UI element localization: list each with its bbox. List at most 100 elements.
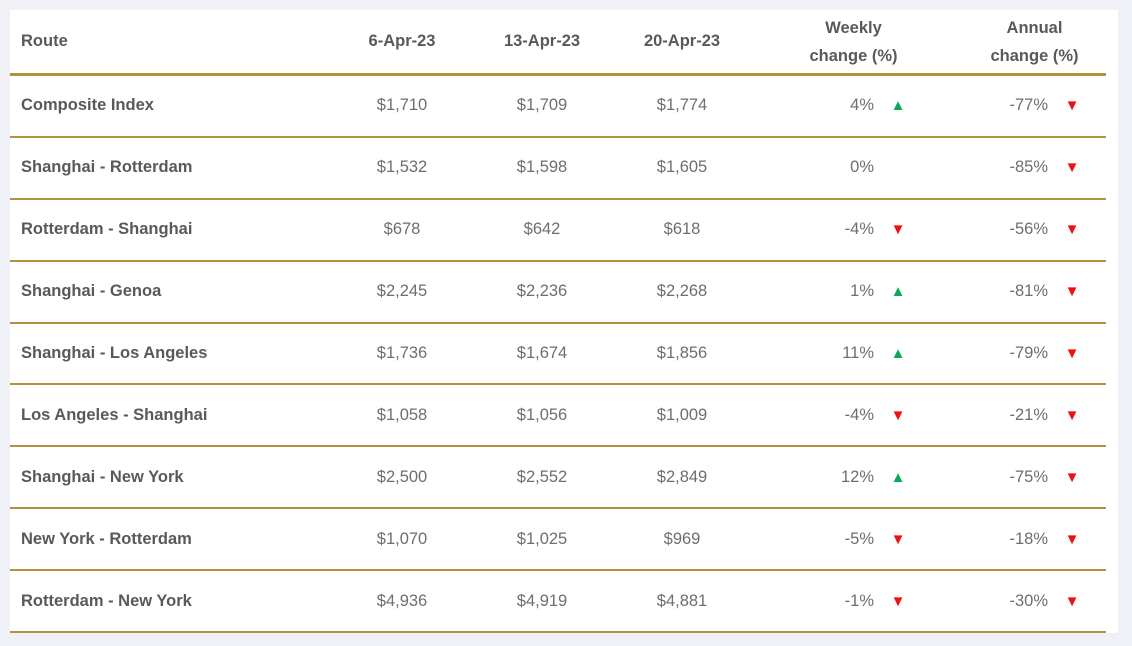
annual-change-value: -56% xyxy=(1009,220,1048,239)
column-header-weekly-change: Weekly change (%) xyxy=(752,14,947,70)
weekly-change-cell: 4% ▲ xyxy=(752,96,947,115)
price-value: $678 xyxy=(383,220,421,239)
annual-change-value: -75% xyxy=(1009,467,1048,486)
price-value: $2,236 xyxy=(516,282,568,301)
annual-trend-icon: ▼ xyxy=(1064,592,1080,610)
price-value: $2,552 xyxy=(516,467,568,486)
table-row: Shanghai - Los Angeles $1,736 $1,674 $1,… xyxy=(10,324,1106,386)
weekly-trend-icon: ▲ xyxy=(890,97,906,115)
weekly-change-value: -5% xyxy=(844,529,874,548)
annual-trend-icon: ▼ xyxy=(1064,468,1080,486)
weekly-trend-icon: ▲ xyxy=(890,468,906,486)
weekly-change-cell: -4% ▼ xyxy=(752,220,947,239)
price-value: $2,268 xyxy=(656,282,708,301)
route-label: New York - Rotterdam xyxy=(21,529,192,548)
price-value: $1,009 xyxy=(656,405,708,424)
annual-change-cell: -77% ▼ xyxy=(947,96,1106,115)
weekly-change-value: 12% xyxy=(840,467,874,486)
weekly-trend-icon: ▼ xyxy=(890,221,906,239)
column-header-date-2: 13-Apr-23 xyxy=(503,32,581,50)
weekly-change-cell: -5% ▼ xyxy=(752,530,947,549)
weekly-change-value: 11% xyxy=(842,344,874,362)
annual-change-value: -18% xyxy=(1009,529,1048,548)
price-value: $1,736 xyxy=(376,344,428,362)
price-value: $2,849 xyxy=(656,467,708,486)
annual-change-cell: -81% ▼ xyxy=(947,282,1106,301)
route-label: Rotterdam - Shanghai xyxy=(21,220,193,239)
table-row: Shanghai - New York $2,500 $2,552 $2,849… xyxy=(10,447,1106,510)
route-label: Shanghai - New York xyxy=(21,467,184,486)
weekly-trend-icon: ▼ xyxy=(890,406,906,424)
weekly-change-value: 4% xyxy=(850,96,874,115)
route-label: Shanghai - Genoa xyxy=(21,282,162,301)
annual-change-value: -85% xyxy=(1009,158,1048,177)
route-label: Rotterdam - New York xyxy=(21,591,192,610)
price-value: $642 xyxy=(523,220,561,239)
annual-trend-icon: ▼ xyxy=(1064,345,1080,362)
table-row: Composite Index $1,710 $1,709 $1,774 4% … xyxy=(10,76,1106,138)
price-value: $1,674 xyxy=(516,344,568,362)
annual-change-cell: -85% ▼ xyxy=(947,158,1106,177)
price-value: $2,245 xyxy=(376,282,428,301)
weekly-header-line-2: change (%) xyxy=(809,46,898,65)
weekly-trend-icon: ▲ xyxy=(890,283,906,301)
annual-change-cell: -75% ▼ xyxy=(947,468,1106,487)
annual-change-value: -79% xyxy=(1009,344,1048,362)
price-value: $1,025 xyxy=(516,529,568,548)
annual-header-line-1: Annual xyxy=(1006,18,1063,37)
column-header-route: Route xyxy=(21,32,68,50)
weekly-change-value: -4% xyxy=(844,405,874,424)
price-value: $1,710 xyxy=(376,96,428,115)
route-label: Los Angeles - Shanghai xyxy=(21,405,208,424)
annual-trend-icon: ▼ xyxy=(1064,97,1080,115)
route-label: Composite Index xyxy=(21,96,154,115)
price-value: $1,058 xyxy=(376,405,428,424)
weekly-change-cell: 0% xyxy=(752,158,947,177)
weekly-change-value: -4% xyxy=(844,220,874,239)
weekly-trend-icon: ▲ xyxy=(890,345,906,362)
freight-rates-table: Route 6-Apr-23 13-Apr-23 20-Apr-23 Weekl… xyxy=(10,10,1118,634)
price-value: $1,709 xyxy=(516,96,568,115)
weekly-change-cell: -4% ▼ xyxy=(752,406,947,425)
annual-change-cell: -30% ▼ xyxy=(947,592,1106,611)
weekly-header-line-1: Weekly xyxy=(825,18,882,37)
route-label: Shanghai - Rotterdam xyxy=(21,158,193,177)
route-label: Shanghai - Los Angeles xyxy=(21,344,208,362)
column-header-date-1: 6-Apr-23 xyxy=(368,32,436,50)
annual-header-line-2: change (%) xyxy=(990,46,1079,65)
table-row: Shanghai - Rotterdam $1,532 $1,598 $1,60… xyxy=(10,138,1106,200)
price-value: $4,881 xyxy=(656,591,708,610)
price-value: $1,856 xyxy=(656,344,708,362)
annual-trend-icon: ▼ xyxy=(1064,221,1080,239)
weekly-trend-icon: ▼ xyxy=(890,530,906,548)
weekly-change-value: 0% xyxy=(850,158,874,177)
annual-trend-icon: ▼ xyxy=(1064,283,1080,301)
weekly-change-value: 1% xyxy=(850,282,874,301)
table-row: Shanghai - Genoa $2,245 $2,236 $2,268 1%… xyxy=(10,262,1106,324)
price-value: $618 xyxy=(663,220,701,239)
table-row: New York - Rotterdam $1,070 $1,025 $969 … xyxy=(10,509,1106,572)
annual-change-value: -21% xyxy=(1009,405,1048,424)
annual-change-value: -81% xyxy=(1009,282,1048,301)
annual-change-value: -30% xyxy=(1009,591,1048,610)
weekly-change-cell: 12% ▲ xyxy=(752,468,947,487)
weekly-change-cell: 1% ▲ xyxy=(752,282,947,301)
annual-change-cell: -79% ▼ xyxy=(947,344,1106,363)
price-value: $1,056 xyxy=(516,405,568,424)
price-value: $4,919 xyxy=(516,591,568,610)
weekly-change-value: -1% xyxy=(844,591,874,610)
weekly-trend-icon: ▼ xyxy=(890,592,906,610)
annual-change-value: -77% xyxy=(1009,96,1048,115)
price-value: $969 xyxy=(663,529,701,548)
price-value: $1,774 xyxy=(656,96,708,115)
annual-trend-icon: ▼ xyxy=(1064,406,1080,424)
annual-change-cell: -56% ▼ xyxy=(947,220,1106,239)
column-header-date-3: 20-Apr-23 xyxy=(643,32,721,50)
table-row: Los Angeles - Shanghai $1,058 $1,056 $1,… xyxy=(10,385,1106,448)
price-value: $1,070 xyxy=(376,529,428,548)
price-value: $4,936 xyxy=(376,591,428,610)
weekly-change-cell: -1% ▼ xyxy=(752,592,947,611)
annual-change-cell: -18% ▼ xyxy=(947,530,1106,549)
price-value: $1,532 xyxy=(376,158,428,177)
price-value: $1,598 xyxy=(516,158,568,177)
